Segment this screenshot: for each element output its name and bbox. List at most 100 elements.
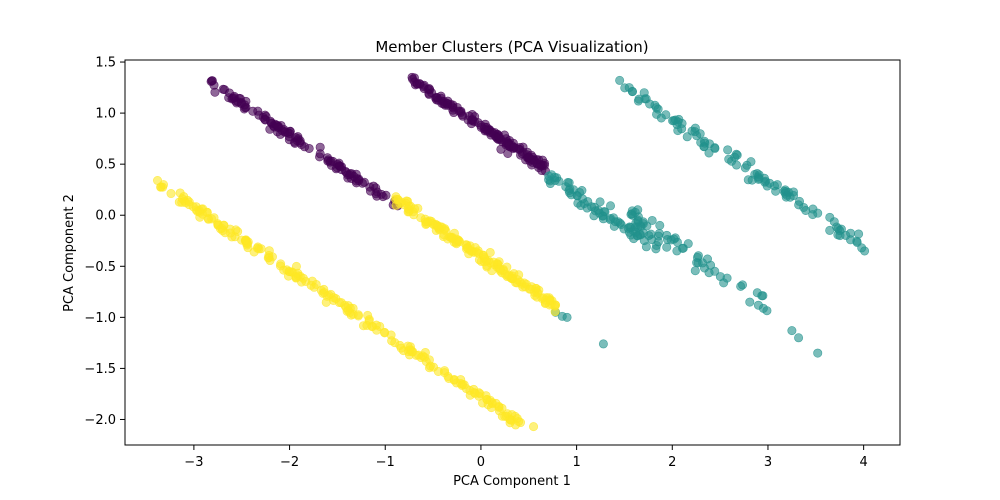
scatter-point-series-2 (672, 246, 682, 256)
scatter-point-series-2 (647, 215, 657, 225)
scatter-point-series-1 (509, 142, 519, 152)
y-tick-label: −1.5 (84, 362, 116, 377)
scatter-point-series-1 (220, 85, 230, 95)
scatter-point-series-1 (229, 93, 239, 103)
scatter-point-series-2 (704, 148, 714, 158)
scatter-point-series-3 (422, 219, 432, 229)
scatter-point-series-3 (461, 244, 471, 254)
chart-title: Member Clusters (PCA Visualization) (375, 38, 648, 56)
scatter-point-series-1 (381, 190, 391, 200)
scatter-point-series-3 (425, 361, 435, 371)
scatter-point-series-1 (275, 129, 285, 139)
scatter-point-series-2 (825, 225, 835, 235)
scatter-point-series-3 (193, 206, 203, 216)
scatter-point-series-3 (507, 271, 517, 281)
scatter-point-series-3 (497, 403, 507, 413)
scatter-point-series-2 (619, 224, 629, 234)
scatter-point-series-2 (704, 268, 714, 278)
x-axis: −3 −2 −1 0 1 2 3 4 (184, 445, 868, 470)
scatter-point-series-2 (645, 99, 655, 109)
scatter-point-series-3 (353, 310, 363, 320)
scatter-point-series-1 (240, 100, 250, 110)
scatter-point-series-3 (495, 264, 505, 274)
x-tick-label: −1 (376, 455, 395, 470)
x-tick-label: −2 (280, 455, 299, 470)
scatter-point-series-2 (634, 94, 644, 104)
scatter-point-series-3 (500, 411, 510, 421)
scatter-point-series-2 (724, 154, 734, 164)
scatter-point-series-1 (524, 152, 534, 162)
scatter-point-series-2 (653, 237, 663, 247)
x-tick-label: 4 (860, 455, 868, 470)
scatter-point-series-3 (371, 320, 381, 330)
scatter-point-series-2 (860, 246, 870, 256)
scatter-point-series-3 (433, 366, 443, 376)
scatter-point-series-2 (646, 229, 656, 239)
scatter-point-series-2 (746, 157, 756, 167)
scatter-point-series-2 (656, 113, 666, 123)
scatter-point-series-2 (668, 116, 678, 126)
scatter-point-series-3 (488, 257, 498, 267)
scatter-point-series-3 (329, 295, 339, 305)
scatter-point-series-1 (407, 72, 417, 82)
scatter-point-series-1 (323, 156, 333, 166)
scatter-point-series-3 (282, 265, 292, 275)
scatter-point-series-3 (551, 300, 561, 310)
y-tick-label: 1.5 (95, 56, 116, 71)
scatter-point-series-2 (564, 186, 574, 196)
scatter-point-series-2 (641, 242, 651, 252)
scatter-point-series-2 (765, 178, 775, 188)
scatter-point-series-3 (225, 228, 235, 238)
scatter-point-series-3 (403, 341, 413, 351)
scatter-point-series-3 (481, 391, 491, 401)
x-tick-label: 1 (572, 455, 580, 470)
scatter-point-series-2 (672, 237, 682, 247)
scatter-point-series-2 (699, 136, 709, 146)
y-tick-label: −0.5 (84, 260, 116, 275)
scatter-point-series-3 (544, 293, 554, 303)
scatter-point-series-2 (772, 180, 782, 190)
scatter-point-series-3 (319, 288, 329, 298)
scatter-point-series-1 (476, 120, 486, 130)
x-tick-label: 2 (668, 455, 676, 470)
scatter-point-series-3 (364, 315, 374, 325)
scatter-point-series-1 (265, 116, 275, 126)
scatter-point-series-3 (457, 380, 467, 390)
y-tick-label: −2.0 (84, 413, 116, 428)
scatter-point-series-2 (813, 348, 823, 358)
scatter-point-series-1 (273, 121, 283, 131)
scatter-point-series-2 (794, 333, 804, 343)
scatter-point-series-3 (470, 388, 480, 398)
scatter-point-series-2 (624, 83, 634, 93)
scatter-point-series-1 (290, 138, 300, 148)
scatter-point-series-1 (206, 76, 216, 86)
y-axis: −2.0 −1.5 −1.0 −0.5 0.0 0.5 1.0 1.5 (84, 56, 125, 428)
scatter-point-series-3 (249, 247, 259, 257)
scatter-point-series-1 (315, 142, 325, 152)
scatter-point-series-3 (301, 276, 311, 286)
scatter-point-series-1 (458, 111, 468, 121)
scatter-point-series-3 (311, 279, 321, 289)
scatter-point-series-3 (410, 204, 420, 214)
scatter-point-series-3 (479, 257, 489, 267)
scatter-point-series-3 (437, 222, 447, 232)
scatter-point-series-3 (455, 237, 465, 247)
scatter-point-series-2 (731, 160, 741, 170)
scatter-point-series-3 (275, 261, 285, 271)
scatter-point-series-3 (184, 200, 194, 210)
scatter-point-series-2 (692, 131, 702, 141)
plot-frame (124, 59, 901, 446)
scatter-point-series-2 (754, 174, 764, 184)
scatter-point-series-1 (494, 132, 504, 142)
scatter-point-series-3 (414, 350, 424, 360)
scatter-point-series-3 (390, 338, 400, 348)
scatter-point-series-2 (722, 273, 732, 283)
scatter-point-series-2 (682, 132, 692, 142)
scatter-point-series-3 (386, 330, 396, 340)
scatter-point-series-2 (606, 201, 616, 211)
points-layer (153, 72, 870, 432)
scatter-point-series-3 (472, 247, 482, 257)
scatter-point-series-2 (795, 196, 805, 206)
scatter-point-series-3 (265, 256, 275, 266)
scatter-point-series-2 (732, 150, 742, 160)
